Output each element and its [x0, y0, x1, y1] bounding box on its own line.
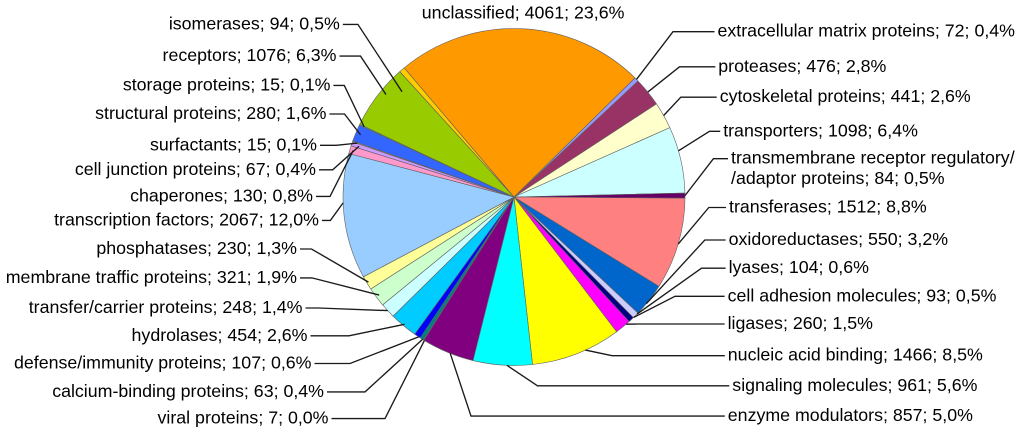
svg-text:cell junction proteins; 67; 0,: cell junction proteins; 67; 0,4%: [75, 159, 316, 179]
svg-text:hydrolases; 454; 2,6%: hydrolases; 454; 2,6%: [132, 325, 308, 345]
svg-text:membrane traffic proteins; 321: membrane traffic proteins; 321; 1,9%: [6, 267, 297, 287]
svg-text:signaling molecules; 961; 5,6%: signaling molecules; 961; 5,6%: [732, 375, 977, 395]
svg-text:transmembrane receptor regulat: transmembrane receptor regulatory/: [731, 148, 1015, 168]
svg-text:chaperones; 130; 0,8%: chaperones; 130; 0,8%: [130, 185, 313, 205]
svg-text:viral proteins; 7; 0,0%: viral proteins; 7; 0,0%: [158, 408, 329, 428]
svg-text:cell adhesion molecules; 93; 0: cell adhesion molecules; 93; 0,5%: [728, 285, 997, 305]
svg-text:transcription factors; 2067; 1: transcription factors; 2067; 12,0%: [54, 209, 319, 229]
svg-text:phosphatases; 230; 1,3%: phosphatases; 230; 1,3%: [96, 238, 297, 258]
svg-text:/adaptor proteins; 84; 0,5%: /adaptor proteins; 84; 0,5%: [731, 168, 945, 188]
svg-text:structural proteins; 280; 1,6%: structural proteins; 280; 1,6%: [95, 103, 326, 123]
svg-text:extracellular matrix proteins;: extracellular matrix proteins; 72; 0,4%: [718, 21, 1016, 41]
svg-text:enzyme modulators; 857; 5,0%: enzyme modulators; 857; 5,0%: [728, 405, 973, 425]
svg-text:transporters; 1098; 6,4%: transporters; 1098; 6,4%: [723, 120, 918, 140]
svg-text:transferases; 1512; 8,8%: transferases; 1512; 8,8%: [729, 197, 927, 217]
svg-text:storage proteins; 15; 0,1%: storage proteins; 15; 0,1%: [123, 74, 331, 94]
svg-text:ligases; 260; 1,5%: ligases; 260; 1,5%: [728, 313, 873, 333]
svg-text:defense/immunity proteins; 107: defense/immunity proteins; 107; 0,6%: [14, 353, 312, 373]
svg-text:calcium-binding proteins; 63;: calcium-binding proteins; 63; 0,4%: [52, 381, 324, 401]
svg-text:proteases; 476; 2,8%: proteases; 476; 2,8%: [718, 56, 886, 76]
svg-text:cytoskeletal proteins; 441; 2,: cytoskeletal proteins; 441; 2,6%: [720, 86, 971, 106]
svg-text:lyases; 104; 0,6%: lyases; 104; 0,6%: [729, 257, 870, 277]
svg-text:surfactants; 15; 0,1%: surfactants; 15; 0,1%: [150, 134, 317, 154]
svg-text:unclassified; 4061; 23,6%: unclassified; 4061; 23,6%: [422, 3, 625, 23]
svg-text:isomerases; 94; 0,5%: isomerases; 94; 0,5%: [169, 13, 340, 33]
svg-text:oxidoreductases; 550; 3,2%: oxidoreductases; 550; 3,2%: [729, 229, 949, 249]
svg-text:transfer/carrier proteins; 248: transfer/carrier proteins; 248; 1,4%: [29, 297, 303, 317]
svg-text:nucleic acid binding; 1466; 8,: nucleic acid binding; 1466; 8,5%: [728, 345, 983, 365]
svg-text:receptors; 1076; 6,3%: receptors; 1076; 6,3%: [163, 45, 337, 65]
